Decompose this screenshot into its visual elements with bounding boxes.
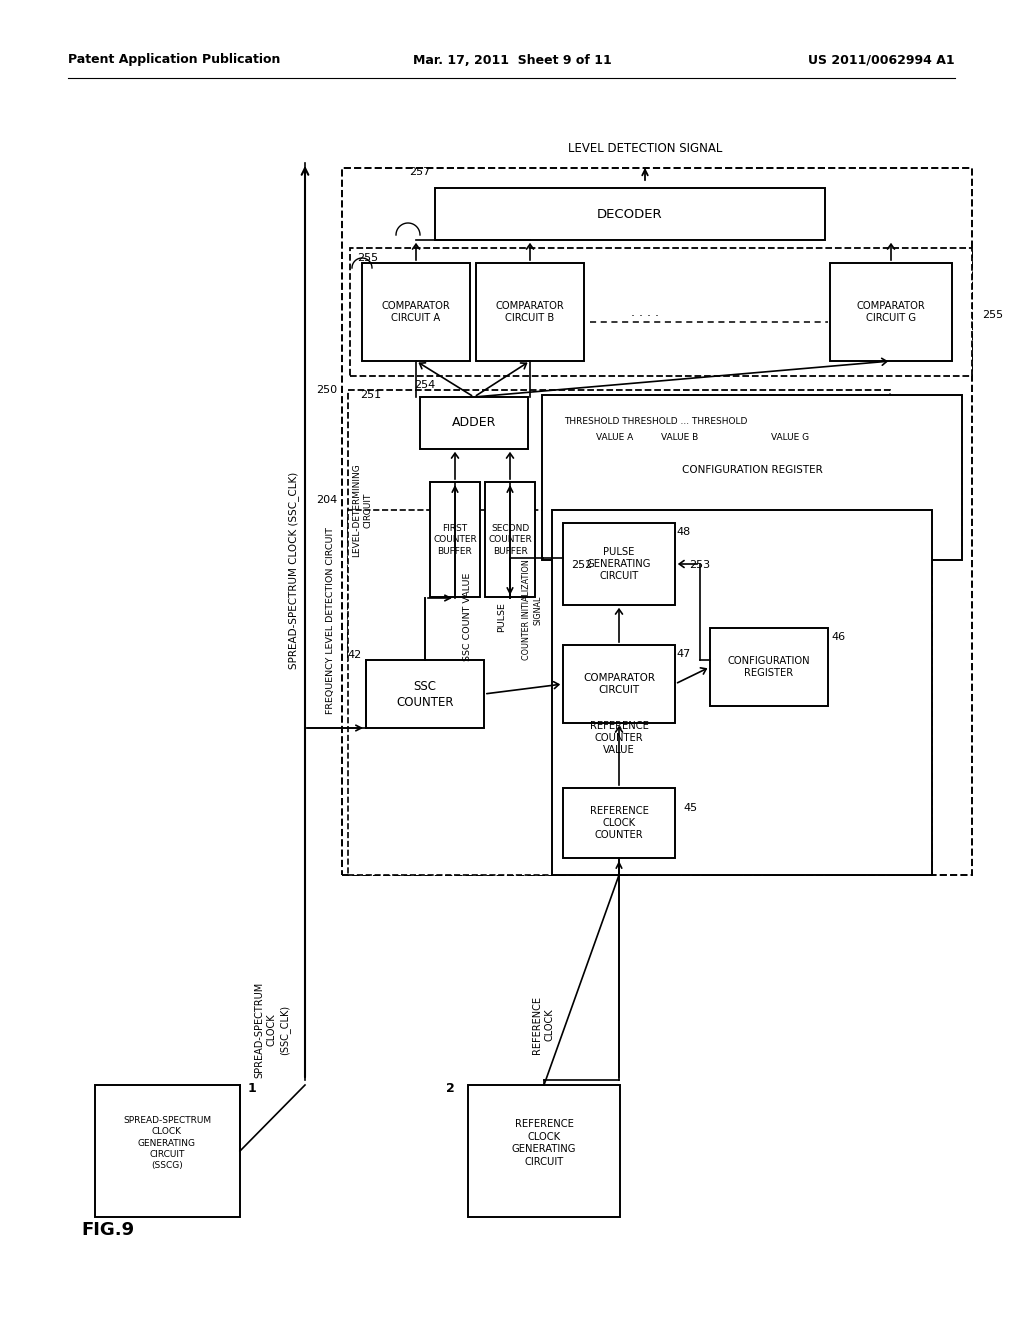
Text: SPREAD-SPECTRUM CLOCK (SSC_CLK): SPREAD-SPECTRUM CLOCK (SSC_CLK) [289, 471, 299, 669]
Bar [563, 788, 675, 858]
Text: ADDER: ADDER [452, 417, 497, 429]
Text: Mar. 17, 2011  Sheet 9 of 11: Mar. 17, 2011 Sheet 9 of 11 [413, 54, 611, 66]
Bar [95, 1085, 240, 1217]
Bar [830, 263, 952, 360]
Bar [342, 168, 972, 875]
Text: COMPARATOR
CIRCUIT: COMPARATOR CIRCUIT [583, 673, 655, 696]
Text: SSC COUNT VALUE: SSC COUNT VALUE [464, 573, 472, 661]
Bar [366, 660, 484, 729]
Text: US 2011/0062994 A1: US 2011/0062994 A1 [808, 54, 955, 66]
Text: 48: 48 [677, 527, 691, 537]
Text: FREQUENCY LEVEL DETECTION CIRCUIT: FREQUENCY LEVEL DETECTION CIRCUIT [326, 527, 335, 714]
Bar [430, 482, 480, 597]
Text: DECODER: DECODER [597, 207, 663, 220]
Text: 47: 47 [677, 649, 691, 659]
Bar [563, 645, 675, 723]
Bar [348, 510, 932, 875]
Bar [350, 248, 972, 376]
Text: VALUE B: VALUE B [662, 433, 698, 442]
Text: REFERENCE
CLOCK
GENERATING
CIRCUIT: REFERENCE CLOCK GENERATING CIRCUIT [512, 1119, 577, 1167]
Text: 255: 255 [982, 310, 1004, 319]
Text: 46: 46 [830, 632, 845, 642]
Bar [435, 187, 825, 240]
Text: 253: 253 [689, 560, 711, 570]
Text: REFERENCE
CLOCK: REFERENCE CLOCK [531, 997, 554, 1053]
Text: FIG.9: FIG.9 [82, 1221, 134, 1239]
Text: 42: 42 [348, 649, 362, 660]
Text: THRESHOLD THRESHOLD ... THRESHOLD: THRESHOLD THRESHOLD ... THRESHOLD [564, 417, 748, 426]
Text: 250: 250 [316, 385, 337, 395]
Text: LEVEL-DETERMINING
CIRCUIT: LEVEL-DETERMINING CIRCUIT [352, 463, 372, 557]
Bar [552, 510, 932, 875]
Bar [485, 482, 535, 597]
Text: COMPARATOR
CIRCUIT G: COMPARATOR CIRCUIT G [857, 301, 926, 323]
Bar [420, 397, 528, 449]
Text: PULSE
GENERATING
CIRCUIT: PULSE GENERATING CIRCUIT [587, 546, 651, 581]
Text: REFERENCE
CLOCK
COUNTER: REFERENCE CLOCK COUNTER [590, 805, 648, 841]
Bar [563, 523, 675, 605]
Text: COUNTER INITIALIZATION
SIGNAL: COUNTER INITIALIZATION SIGNAL [522, 560, 542, 660]
Text: Patent Application Publication: Patent Application Publication [68, 54, 281, 66]
Text: FIRST
COUNTER
BUFFER: FIRST COUNTER BUFFER [433, 524, 477, 556]
Text: 2: 2 [445, 1081, 455, 1094]
Text: SPREAD-SPECTRUM
CLOCK
(SSC_CLK): SPREAD-SPECTRUM CLOCK (SSC_CLK) [254, 982, 290, 1078]
Text: LEVEL DETECTION SIGNAL: LEVEL DETECTION SIGNAL [568, 141, 722, 154]
Text: 1: 1 [248, 1081, 256, 1094]
Text: SECOND
COUNTER
BUFFER: SECOND COUNTER BUFFER [488, 524, 531, 556]
Bar [476, 263, 584, 360]
Text: VALUE A: VALUE A [596, 433, 634, 442]
Text: REFERENCE
COUNTER
VALUE: REFERENCE COUNTER VALUE [590, 721, 648, 755]
Text: 45: 45 [683, 803, 697, 813]
Text: CONFIGURATION REGISTER: CONFIGURATION REGISTER [682, 465, 822, 475]
Text: . . . .: . . . . [631, 305, 659, 318]
Text: CONFIGURATION
REGISTER: CONFIGURATION REGISTER [728, 656, 810, 678]
Text: 252: 252 [571, 560, 593, 570]
Bar [710, 628, 828, 706]
Text: SPREAD-SPECTRUM
CLOCK
GENERATING
CIRCUIT
(SSCG): SPREAD-SPECTRUM CLOCK GENERATING CIRCUIT… [123, 1117, 211, 1170]
Bar [468, 1085, 620, 1217]
Text: 204: 204 [316, 495, 337, 506]
Text: COMPARATOR
CIRCUIT B: COMPARATOR CIRCUIT B [496, 301, 564, 323]
Text: 257: 257 [410, 168, 431, 177]
Bar [348, 389, 890, 663]
Bar [362, 263, 470, 360]
Text: 255: 255 [357, 253, 378, 263]
Text: PULSE: PULSE [498, 602, 507, 632]
Text: SSC
COUNTER: SSC COUNTER [396, 680, 454, 709]
Text: 251: 251 [360, 389, 381, 400]
Text: 254: 254 [415, 380, 435, 389]
Text: VALUE G: VALUE G [771, 433, 809, 442]
Text: COMPARATOR
CIRCUIT A: COMPARATOR CIRCUIT A [382, 301, 451, 323]
Bar [542, 395, 962, 560]
